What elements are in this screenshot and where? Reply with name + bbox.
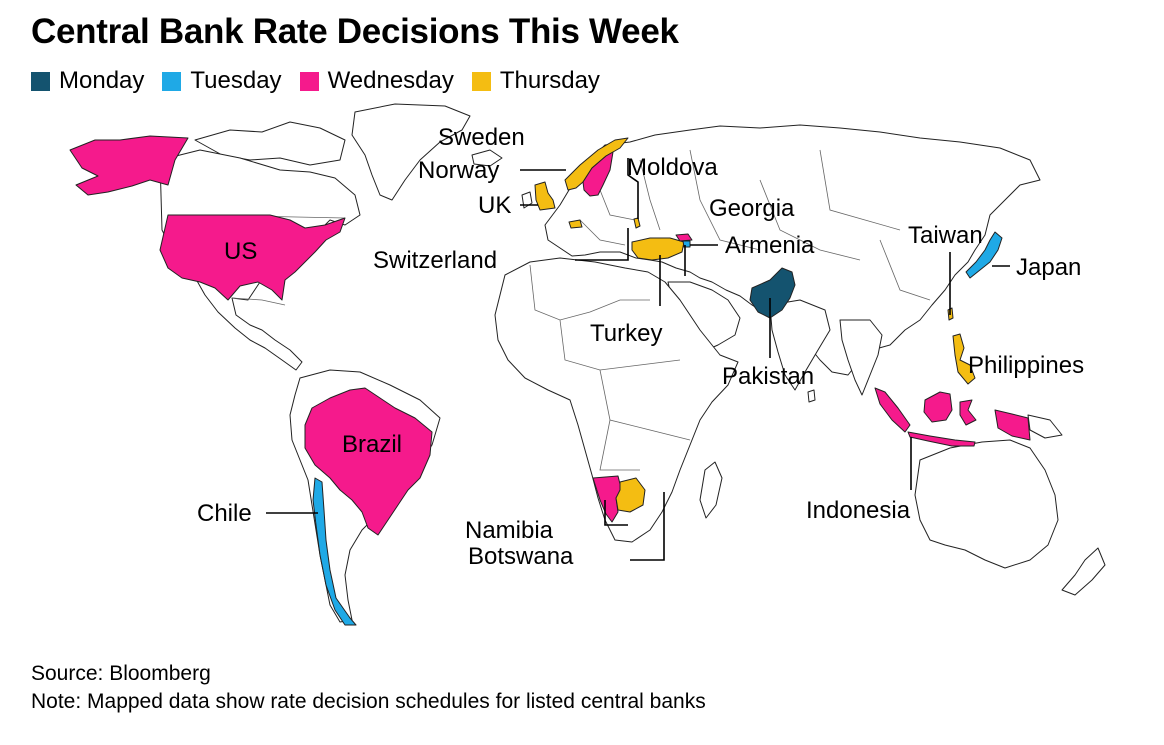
leader-lines <box>266 158 1010 561</box>
chart-title: Central Bank Rate Decisions This Week <box>31 12 679 51</box>
label-philippines: Philippines <box>968 352 1084 379</box>
label-chile: Chile <box>197 500 252 527</box>
label-brazil: Brazil <box>342 431 402 458</box>
label-pakistan: Pakistan <box>722 363 814 390</box>
legend-swatch-thursday <box>471 71 491 91</box>
region-chile <box>312 477 357 626</box>
legend: Monday Tuesday Wednesday Thursday <box>31 67 600 95</box>
label-turkey: Turkey <box>590 320 662 347</box>
label-norway: Norway <box>418 157 499 184</box>
label-georgia: Georgia <box>709 195 795 222</box>
label-indonesia: Indonesia <box>806 497 911 524</box>
landmass-eurasia <box>544 124 1041 376</box>
label-taiwan: Taiwan <box>908 222 983 249</box>
label-us: US <box>224 238 257 265</box>
highlighted-countries <box>69 135 1031 626</box>
legend-label-wednesday: Wednesday <box>327 67 454 94</box>
landmass-africa <box>494 257 739 543</box>
legend-label-thursday: Thursday <box>499 67 600 94</box>
region-botswana <box>615 477 646 513</box>
region-alaska <box>69 135 189 196</box>
region-uk <box>534 181 556 211</box>
legend-label-tuesday: Tuesday <box>190 67 282 94</box>
label-moldova: Moldova <box>627 154 718 181</box>
landmass-southeast-asia <box>839 319 883 396</box>
source-note: Source: Bloomberg <box>31 662 211 685</box>
region-indonesia-papua <box>994 409 1031 441</box>
leader-namibia <box>604 500 628 526</box>
region-moldova <box>633 217 641 229</box>
legend-label-monday: Monday <box>59 67 145 94</box>
landmass-iceland <box>471 149 503 167</box>
region-indonesia-sumatra <box>874 387 911 433</box>
landmass-australia <box>914 439 1059 569</box>
region-indonesia-sulawesi <box>959 399 977 426</box>
landmass-sri-lanka <box>807 389 816 403</box>
label-armenia: Armenia <box>725 232 815 259</box>
region-switzerland <box>568 219 583 229</box>
legend-item-tuesday: Tuesday <box>162 67 282 95</box>
region-us <box>159 214 346 301</box>
region-indonesia-java <box>907 431 976 447</box>
legend-item-thursday: Thursday <box>471 67 600 95</box>
region-brazil <box>304 387 433 536</box>
world-map: Sweden Norway Moldova UK Georgia Armenia… <box>69 103 1106 626</box>
region-sweden <box>582 151 614 197</box>
label-switzerland: Switzerland <box>373 247 497 274</box>
region-namibia <box>592 475 623 523</box>
leader-botswana <box>630 492 665 561</box>
region-georgia <box>675 233 693 242</box>
landmass-madagascar <box>699 461 723 519</box>
landmass-india <box>769 299 831 391</box>
region-armenia <box>682 240 691 248</box>
region-japan <box>965 231 1003 279</box>
label-japan: Japan <box>1016 254 1081 281</box>
label-uk: UK <box>478 192 511 219</box>
legend-swatch-monday <box>31 71 50 91</box>
legend-item-wednesday: Wednesday <box>299 67 454 95</box>
legend-swatch-tuesday <box>162 71 182 91</box>
label-botswana: Botswana <box>468 543 574 570</box>
landmass-png <box>1027 414 1063 439</box>
landmass-new-zealand <box>1061 547 1106 596</box>
landmass-ireland <box>521 191 533 209</box>
leader-moldova <box>627 158 639 219</box>
leader-switzerland <box>575 228 629 261</box>
region-turkey <box>631 237 685 261</box>
region-indonesia-borneo <box>923 391 953 423</box>
legend-swatch-wednesday <box>299 71 319 91</box>
footnote: Note: Mapped data show rate decision sch… <box>31 690 706 713</box>
country-labels: Sweden Norway Moldova UK Georgia Armenia… <box>197 124 1084 570</box>
label-sweden: Sweden <box>438 124 525 151</box>
region-pakistan <box>749 267 796 319</box>
label-namibia: Namibia <box>465 517 554 544</box>
region-philippines <box>952 333 976 385</box>
landmass-greenland <box>351 103 471 201</box>
legend-item-monday: Monday <box>31 67 144 95</box>
